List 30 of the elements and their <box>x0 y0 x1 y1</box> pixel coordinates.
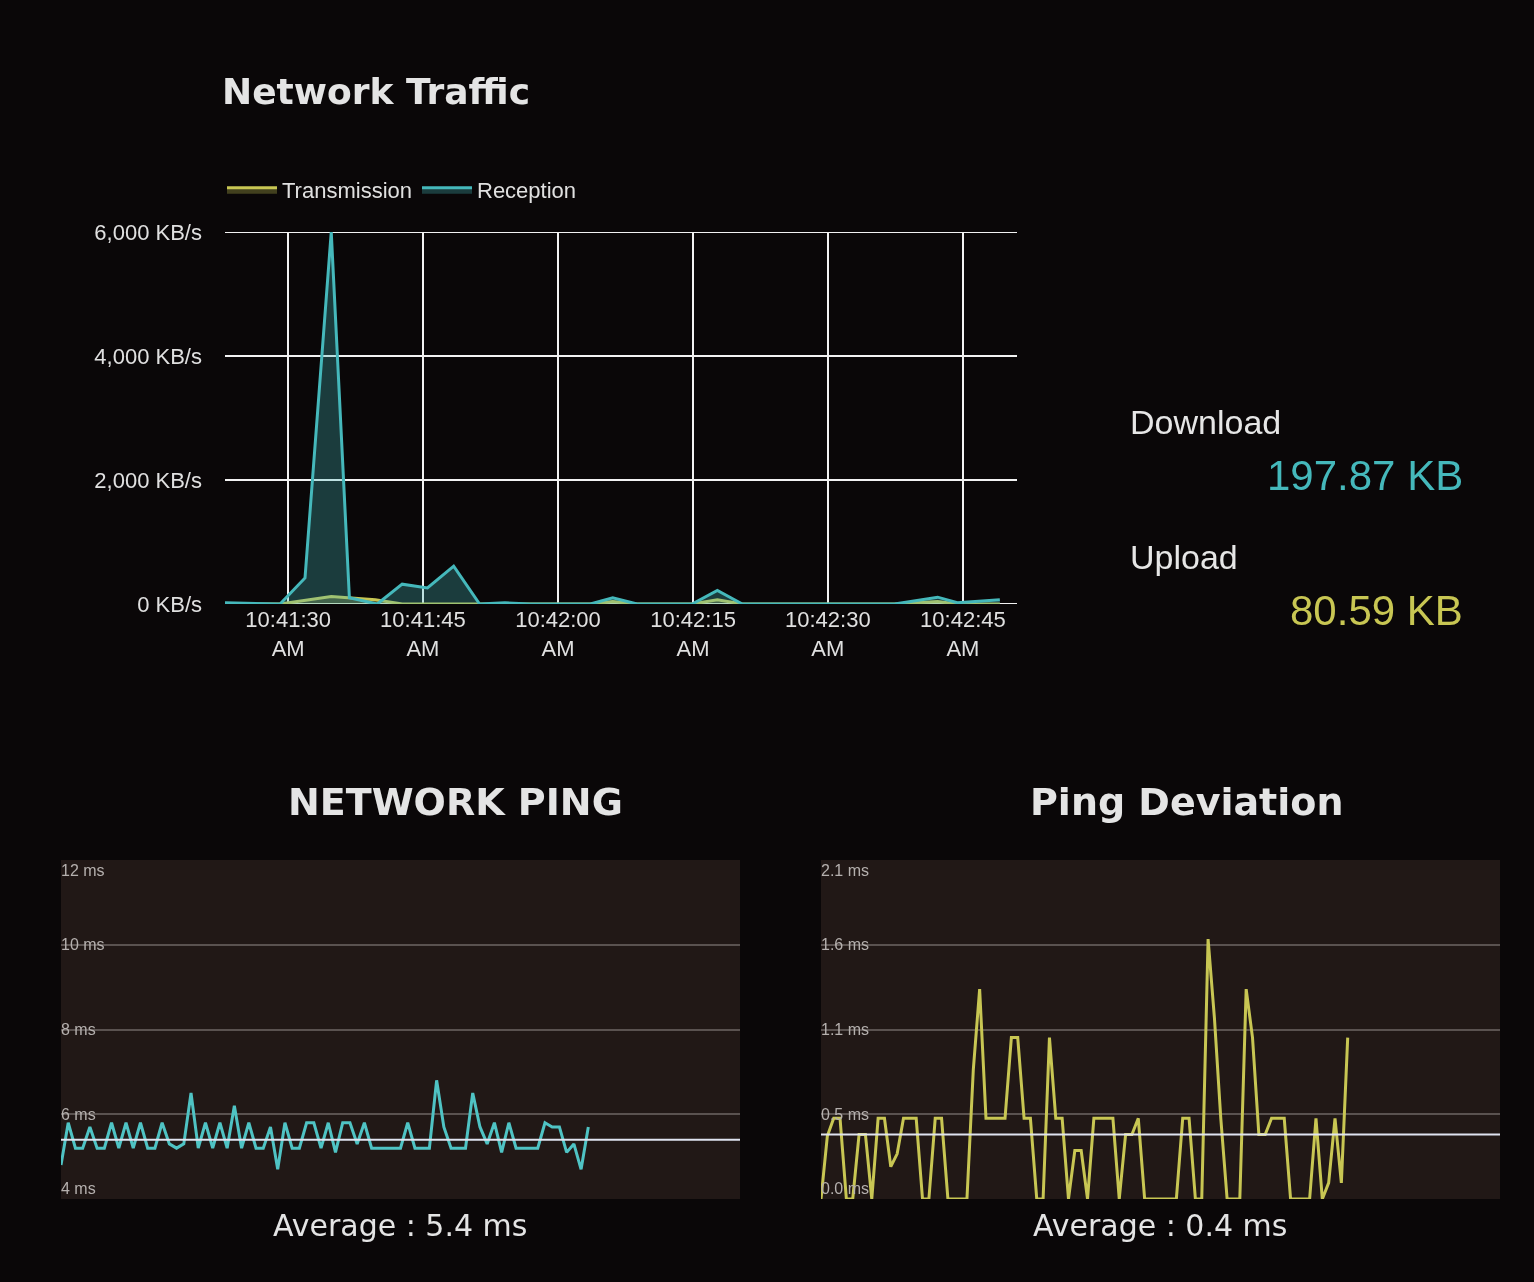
y-tick-label: 0.5 ms <box>821 1106 870 1123</box>
category-label: Download <box>1130 403 1282 441</box>
text: Average : 0.4 ms <box>1033 1208 1288 1243</box>
x-tick-label: 10:41:30 AM <box>245 607 331 661</box>
y-tick-label: 1.6 ms <box>821 936 870 953</box>
y-tick-label: 0 KB/s <box>137 591 202 617</box>
y-tick-label: 2,000 KB/s <box>94 467 202 493</box>
chart-title: Network Traffic <box>222 71 531 112</box>
y-tick-label: 12 ms <box>61 862 105 879</box>
chart-title: Ping Deviation <box>1030 780 1344 824</box>
legend-label: Reception <box>477 178 577 204</box>
x-tick-label: 10:42:45 AM <box>920 607 1006 661</box>
y-tick-label: 6 ms <box>61 1106 96 1123</box>
text: 80.59 KB <box>1290 587 1463 634</box>
legend-label: Transmission <box>282 178 412 204</box>
x-tick-label: 10:41:45 AM <box>380 607 466 661</box>
y-tick-label: 2.1 ms <box>821 862 870 879</box>
text: 197.87 KB <box>1267 452 1464 499</box>
y-tick-label: 10 ms <box>61 936 105 953</box>
y-tick-label: 4 ms <box>61 1180 96 1197</box>
x-tick-label: 10:42:15 AM <box>650 607 736 661</box>
chart-title: NETWORK PING <box>288 780 623 824</box>
y-tick-label: 1.1 ms <box>821 1021 870 1038</box>
text: Average : 5.4 ms <box>273 1208 528 1243</box>
category-label: Upload <box>1130 538 1238 576</box>
x-tick-label: 10:42:30 AM <box>785 607 871 661</box>
y-tick-label: 4,000 KB/s <box>94 343 202 369</box>
x-tick-label: 10:42:00 AM <box>515 607 601 661</box>
y-tick-label: 6,000 KB/s <box>94 219 202 245</box>
y-tick-label: 8 ms <box>61 1021 96 1038</box>
